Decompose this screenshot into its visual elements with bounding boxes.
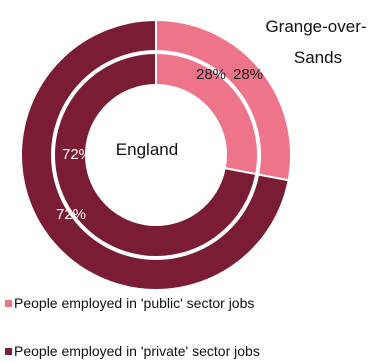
outer-slice-label-private: 72% [56,206,86,223]
inner-slice-label-private: 72% [62,146,92,163]
inner-slice-label-public: 28% [196,66,226,83]
slice-labels: 28% 72% 28% 72% [56,66,263,223]
legend-swatch-private [5,347,12,355]
inner-ring-name: England [116,140,178,159]
outer-ring-name-line1: Grange-over- [265,17,366,36]
inner-ring-england [53,51,259,258]
outer-ring-name-line2: Sands [294,48,342,67]
outer-slice-private [20,18,290,291]
outer-ring-grange-over-sands [20,18,292,291]
legend-swatch-public [5,299,12,307]
legend-item-private: People employed in 'private' sector jobs [5,343,375,359]
legend-label-private: People employed in 'private' sector jobs [14,343,260,359]
outer-slice-label-public: 28% [233,66,263,83]
legend-label-public: People employed in 'public' sector jobs [14,295,255,311]
inner-slice-private [53,51,258,258]
legend-item-public: People employed in 'public' sector jobs [5,295,375,311]
